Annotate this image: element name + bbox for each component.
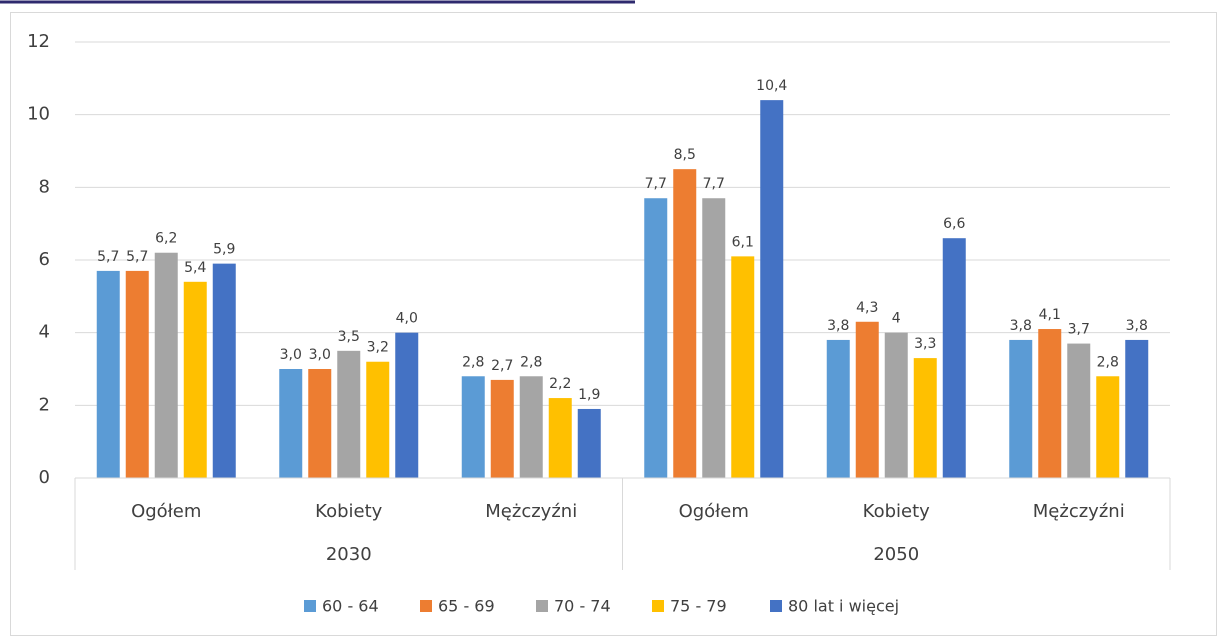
bar [826, 339, 850, 478]
value-label: 3,2 [367, 340, 389, 356]
bar [490, 379, 514, 478]
bar [884, 332, 908, 478]
bar [308, 369, 332, 478]
value-label: 3,3 [914, 336, 936, 352]
y-tick-label: 0 [39, 467, 50, 488]
legend-label: 75 - 79 [670, 597, 727, 616]
value-label: 8,5 [674, 147, 696, 163]
value-label: 5,7 [126, 249, 148, 265]
y-tick-label: 6 [39, 249, 50, 270]
value-label: 3,0 [309, 347, 331, 363]
value-label: 3,7 [1068, 322, 1090, 338]
bar [1038, 329, 1062, 478]
bar [731, 256, 755, 478]
y-tick-label: 2 [39, 394, 50, 415]
bar [154, 252, 178, 478]
bar [279, 369, 303, 478]
bar [96, 270, 120, 478]
bar [519, 376, 543, 478]
legend-label: 60 - 64 [322, 597, 379, 616]
value-label: 4,0 [396, 311, 418, 327]
y-tick-label: 4 [39, 322, 50, 343]
bar [1009, 339, 1033, 478]
x-tick-label: Ogółem [679, 501, 749, 522]
group-label: 2030 [326, 544, 372, 565]
bar [337, 350, 361, 478]
value-label: 2,2 [549, 376, 571, 392]
x-tick-label: Kobiety [315, 501, 382, 522]
y-tick-label: 8 [39, 176, 50, 197]
bar [855, 321, 879, 478]
bar [913, 358, 937, 478]
bar [183, 281, 207, 478]
bar [461, 376, 485, 478]
value-label: 7,7 [703, 176, 725, 192]
value-label: 2,7 [491, 358, 513, 374]
legend-swatch [304, 600, 316, 612]
value-label: 5,4 [184, 260, 206, 276]
value-label: 6,1 [732, 234, 754, 250]
legend-label: 80 lat i więcej [788, 597, 899, 616]
legend-swatch [652, 600, 664, 612]
bar [760, 100, 784, 478]
bar [548, 398, 572, 478]
value-label: 3,0 [280, 347, 302, 363]
group-label: 2050 [873, 544, 919, 565]
bar [1125, 339, 1149, 478]
value-label: 3,8 [1010, 318, 1032, 334]
bar [366, 361, 390, 478]
bar [644, 198, 668, 478]
value-label: 3,8 [827, 318, 849, 334]
value-label: 2,8 [520, 354, 542, 370]
legend-swatch [536, 600, 548, 612]
bar [395, 332, 419, 478]
x-tick-label: Mężczyźni [485, 501, 577, 522]
value-label: 6,2 [155, 231, 177, 247]
y-tick-label: 12 [27, 31, 50, 52]
value-label: 2,8 [462, 354, 484, 370]
value-label: 3,5 [338, 329, 360, 345]
value-label: 5,7 [97, 249, 119, 265]
bar [1067, 343, 1091, 478]
x-tick-label: Mężczyźni [1033, 501, 1125, 522]
value-label: 1,9 [578, 387, 600, 403]
value-label: 2,8 [1097, 354, 1119, 370]
legend-swatch [770, 600, 782, 612]
x-tick-label: Kobiety [863, 501, 930, 522]
legend-label: 70 - 74 [554, 597, 611, 616]
value-label: 7,7 [645, 176, 667, 192]
value-label: 6,6 [943, 216, 965, 232]
bar [212, 263, 236, 478]
bar [673, 169, 697, 478]
y-tick-label: 10 [27, 104, 50, 125]
value-label: 4 [892, 311, 901, 327]
value-label: 10,4 [756, 78, 787, 94]
bar [577, 408, 601, 478]
bar [702, 198, 726, 478]
bar [942, 238, 966, 478]
value-label: 3,8 [1126, 318, 1148, 334]
legend-swatch [420, 600, 432, 612]
legend-label: 65 - 69 [438, 597, 495, 616]
bar [1096, 376, 1120, 478]
value-label: 4,3 [856, 300, 878, 316]
value-label: 4,1 [1039, 307, 1061, 323]
value-label: 5,9 [213, 242, 235, 258]
bar [125, 270, 149, 478]
x-tick-label: Ogółem [131, 501, 201, 522]
